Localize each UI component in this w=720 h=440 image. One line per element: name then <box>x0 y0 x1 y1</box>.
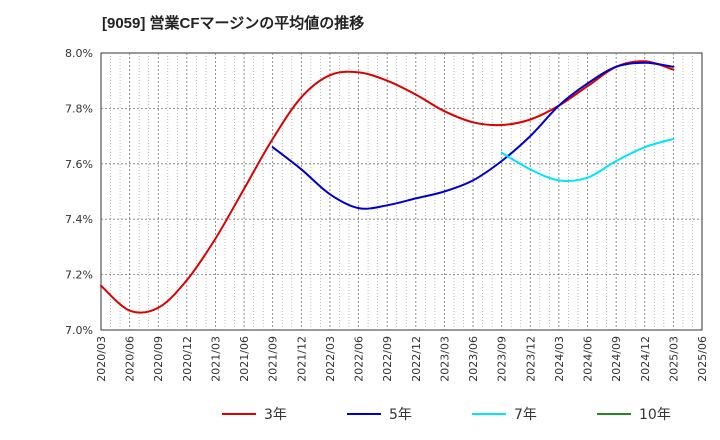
x-tick-label: 2022/06 <box>353 336 366 382</box>
legend-label: 3年 <box>264 407 287 423</box>
x-tick-label: 2021/06 <box>238 336 251 382</box>
x-tick-label: 2024/06 <box>582 336 595 382</box>
x-tick-label: 2022/03 <box>324 336 337 382</box>
x-tick-label: 2025/06 <box>696 336 709 382</box>
series-line-5年 <box>271 61 675 210</box>
y-tick-label: 8.0% <box>65 47 93 60</box>
y-tick-label: 7.6% <box>65 158 93 171</box>
x-tick-label: 2025/03 <box>667 336 680 382</box>
x-tick-label: 2022/09 <box>381 336 394 382</box>
x-tick-label: 2020/06 <box>124 336 137 382</box>
y-tick-label: 7.4% <box>65 213 93 226</box>
y-tick-label: 7.0% <box>65 324 93 337</box>
x-tick-label: 2020/09 <box>152 336 165 382</box>
x-tick-label: 2023/12 <box>524 336 537 382</box>
legend-label: 10年 <box>639 407 671 423</box>
legend-label: 7年 <box>514 407 537 423</box>
legend-label: 5年 <box>389 407 412 423</box>
x-tick-label: 2024/09 <box>610 336 623 382</box>
x-tick-label: 2023/03 <box>438 336 451 382</box>
chart-title: [9059] 営業CFマージンの平均値の推移 <box>102 15 365 32</box>
y-tick-label: 7.2% <box>65 269 93 282</box>
x-tick-label: 2024/03 <box>553 336 566 382</box>
x-tick-label: 2022/12 <box>410 336 423 382</box>
x-tick-label: 2021/03 <box>209 336 222 382</box>
series-line-7年 <box>500 137 675 183</box>
x-tick-label: 2023/09 <box>496 336 509 382</box>
x-tick-label: 2021/12 <box>295 336 308 382</box>
x-tick-label: 2023/06 <box>467 336 480 382</box>
x-tick-label: 2020/12 <box>181 336 194 382</box>
x-tick-label: 2021/09 <box>267 336 280 382</box>
x-tick-label: 2024/12 <box>639 336 652 382</box>
y-tick-label: 7.8% <box>65 102 93 115</box>
series-line-3年 <box>100 60 675 314</box>
plot-area <box>100 52 703 331</box>
x-tick-label: 2020/03 <box>95 336 108 382</box>
